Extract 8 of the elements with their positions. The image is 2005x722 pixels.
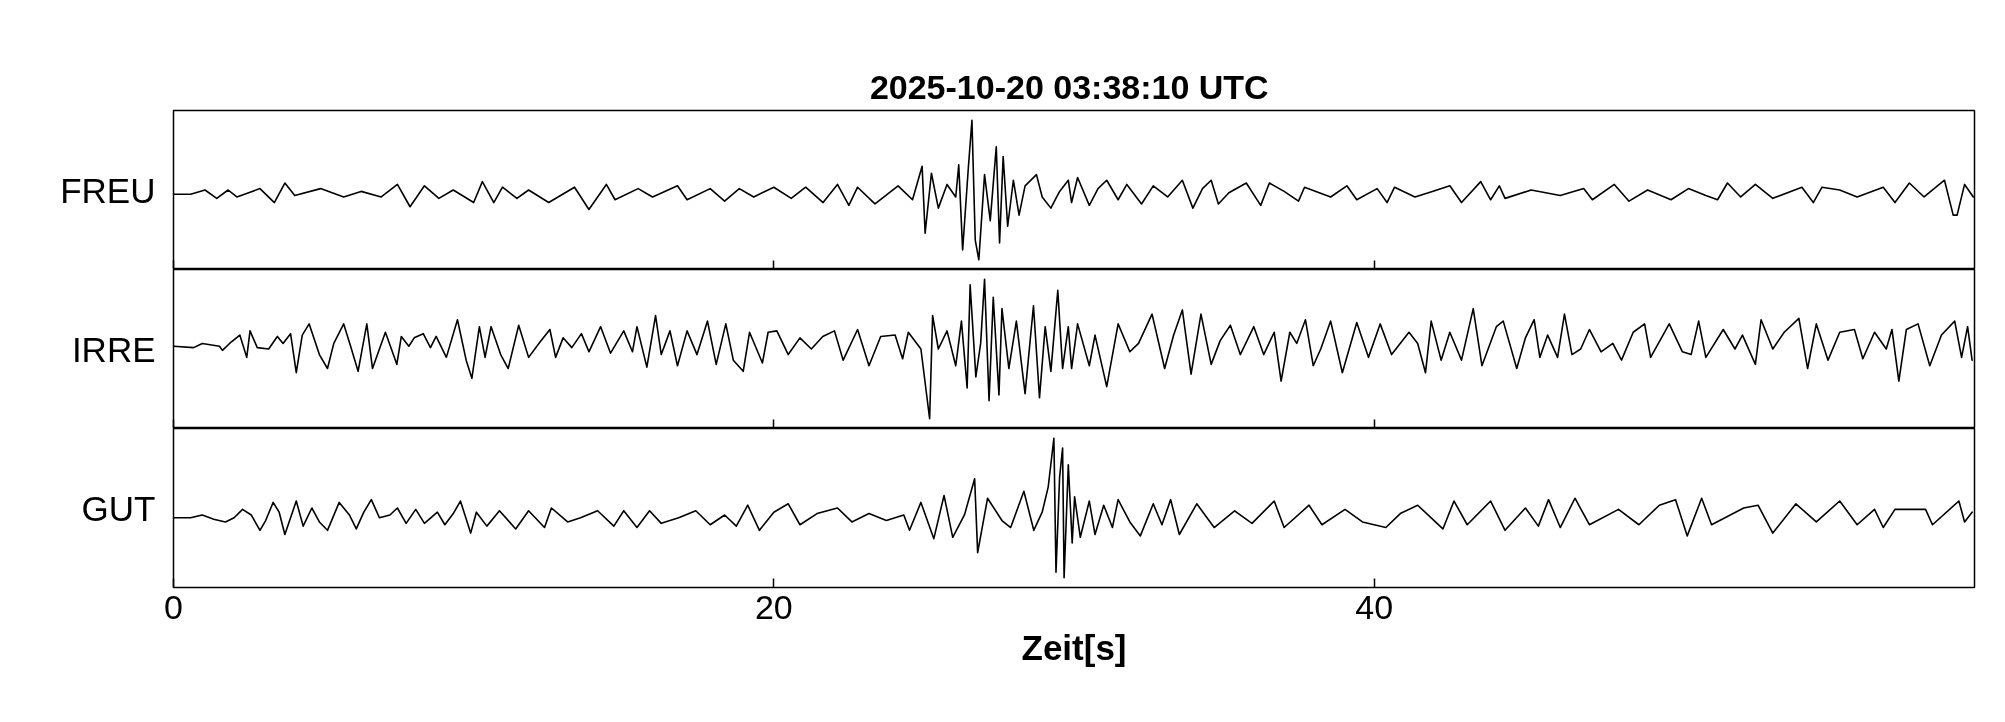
- x-tick-label: 40: [1355, 587, 1394, 626]
- y-axis-title: IRRE: [71, 329, 156, 369]
- x-axis-title: Zeit[s]: [1021, 627, 1127, 667]
- chart-title: 2025-10-20 03:38:10 UTC: [869, 67, 1269, 106]
- y-axis-title: GUT: [81, 488, 156, 528]
- y-axis-title: FREU: [60, 170, 156, 210]
- x-tick-label: 20: [754, 587, 793, 626]
- x-tick-label: 0: [164, 587, 183, 626]
